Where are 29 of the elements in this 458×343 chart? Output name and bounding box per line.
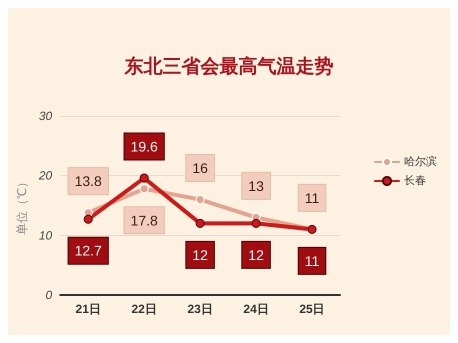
data-label: 19.6 xyxy=(130,138,158,155)
legend-label: 长春 xyxy=(404,174,426,187)
y-tick-label: 30 xyxy=(38,109,53,123)
data-label: 16 xyxy=(192,160,208,176)
x-tick-label: 23日 xyxy=(187,302,213,316)
data-label: 11 xyxy=(304,252,320,269)
point xyxy=(196,218,205,228)
y-tick-label: 0 xyxy=(46,288,53,302)
data-label: 11 xyxy=(304,190,320,206)
point xyxy=(140,184,149,194)
data-label: 13.8 xyxy=(74,173,102,190)
y-axis-title: 单位（℃） xyxy=(15,176,29,235)
x-tick-label: 25日 xyxy=(299,302,325,316)
point xyxy=(196,195,205,204)
data-label: 12 xyxy=(192,246,208,263)
data-label: 12 xyxy=(248,246,264,263)
data-label: 17.8 xyxy=(130,212,158,228)
x-tick-label: 24日 xyxy=(243,302,269,316)
legend-label: 哈尔滨 xyxy=(404,155,437,168)
point xyxy=(252,218,261,228)
y-tick-label: 20 xyxy=(38,168,53,183)
data-label: 13 xyxy=(248,178,264,194)
x-tick-label: 22日 xyxy=(131,302,157,316)
point xyxy=(84,214,93,224)
x-tick-label: 21日 xyxy=(76,302,101,316)
data-label: 12.7 xyxy=(74,242,102,259)
point xyxy=(140,174,149,183)
chart-title: 东北三省会最高气温走势 xyxy=(124,56,334,78)
y-tick-label: 10 xyxy=(38,228,53,242)
